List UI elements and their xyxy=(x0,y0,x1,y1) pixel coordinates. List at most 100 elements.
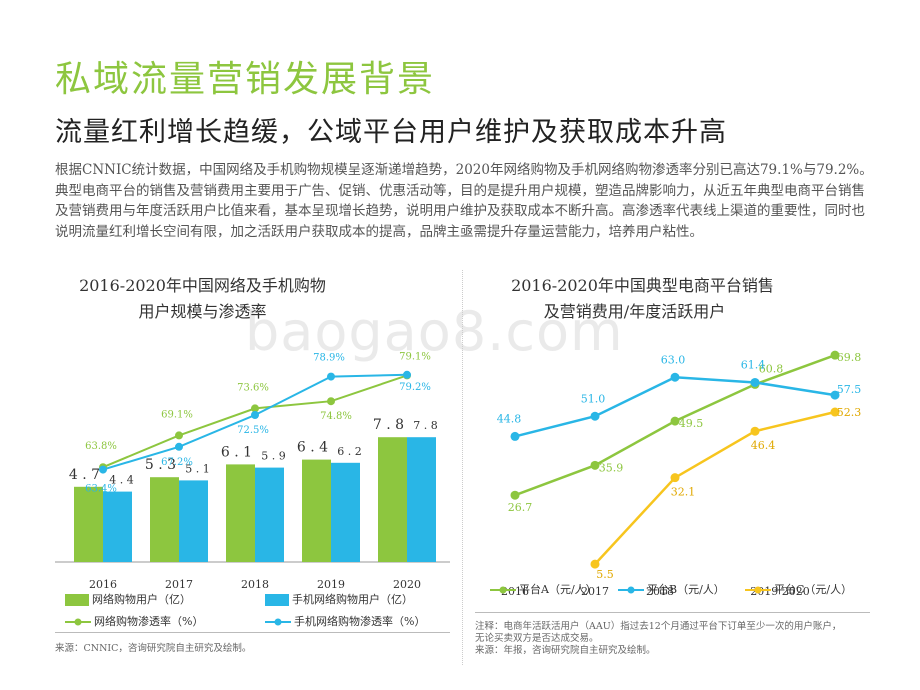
value-label-platform-c-2017: 5.5 xyxy=(596,568,614,581)
left-source: 来源：CNNIC，咨询研究院自主研究及绘制。 xyxy=(55,643,252,654)
point-platform-b-2019 xyxy=(750,377,760,387)
legend-item-platform-b: 平台B（元/人） xyxy=(618,581,725,597)
legend-item-platform-c: 平台C（元/人） xyxy=(745,581,852,597)
page-title: 私域流量营销发展背景 xyxy=(55,59,436,100)
bar-label-mobile-2017: 5 . 1 xyxy=(185,462,210,475)
rate-label-online-2019: 74.8% xyxy=(320,411,352,422)
legend-swatch-green xyxy=(65,594,89,606)
bar-mobile-2020 xyxy=(407,437,436,562)
left-chart-title-line1: 2016-2020年中国网络及手机购物 xyxy=(79,276,326,295)
bar-label-online-2020: 7 . 8 xyxy=(373,417,404,433)
right-chart-title-line2: 及营销费用/年度活跃用户 xyxy=(543,302,726,321)
panel-divider xyxy=(462,270,463,665)
bar-label-mobile-2020: 7 . 8 xyxy=(413,419,438,432)
x-tick-0: 2016 xyxy=(501,585,529,598)
point-platform-b-2018 xyxy=(670,372,680,382)
value-label-platform-b-2020: 57.5 xyxy=(837,383,862,396)
right-note-divider xyxy=(475,612,870,613)
value-label-platform-b-2018: 63.0 xyxy=(661,353,686,366)
x-tick-2017: 2017 xyxy=(165,578,193,591)
value-label-platform-c-2020: 52.3 xyxy=(837,406,862,419)
rate-label-mobile-2016: 63.4% xyxy=(85,484,117,495)
rate-label-online-2016: 63.8% xyxy=(85,441,117,452)
point-online-rate-2017 xyxy=(175,431,183,440)
legend-item-bar-blue: 手机网络购物用户（亿） xyxy=(265,591,413,607)
bar-online-2016 xyxy=(74,486,103,562)
value-label-platform-b-2016: 44.8 xyxy=(497,412,522,425)
bar-label-mobile-2016: 4 . 4 xyxy=(109,474,134,487)
x-tick-2: 2018 xyxy=(646,585,674,598)
value-label-platform-b-2019: 61.4 xyxy=(741,358,766,371)
point-platform-c-2018 xyxy=(670,473,680,483)
x-tick-2018: 2018 xyxy=(241,578,269,591)
bar-mobile-2018 xyxy=(255,467,284,562)
point-mobile-rate-2018 xyxy=(251,411,259,419)
bar-label-mobile-2019: 6 . 2 xyxy=(337,445,362,458)
page-subtitle: 流量红利增长趋缓，公域平台用户维护及获取成本升高 xyxy=(55,117,727,148)
legend-line-b-icon xyxy=(618,586,644,594)
right-chart-svg: 26.7 35.9 49.5 60.8 69.8 44.8 51.0 63.0 61.4 57.5… xyxy=(497,350,862,598)
point-online-rate-2019 xyxy=(327,397,335,406)
bar-mobile-2017 xyxy=(179,480,208,562)
bar-label-online-2017: 5 . 3 xyxy=(145,457,176,473)
point-mobile-rate-2016 xyxy=(99,465,107,474)
value-label-platform-a-2019: 60.8 xyxy=(759,362,784,375)
point-mobile-rate-2019 xyxy=(327,372,335,381)
body-paragraph: 根据CNNIC统计数据，中国网络及手机购物规模呈逐渐递增趋势，2020年网络购物… xyxy=(55,162,873,240)
bar-label-online-2016: 4 . 7 xyxy=(69,467,100,483)
legend-line-green-icon xyxy=(65,618,91,626)
legend-item-bar-green: 网络购物用户（亿） xyxy=(65,591,191,607)
right-chart-panel: 2016-2020年中国典型电商平台销售 及营销费用/年度活跃用户 26.7 35… xyxy=(475,270,870,665)
bar-label-online-2019: 6 . 4 xyxy=(297,440,328,456)
legend-swatch-blue xyxy=(265,594,289,606)
legend-item-line-blue: 手机网络购物渗透率（%） xyxy=(265,613,425,629)
point-mobile-rate-2020 xyxy=(403,370,411,379)
watermark: baogao8.com xyxy=(245,300,624,363)
point-platform-c-2017 xyxy=(590,559,600,569)
point-platform-b-2020 xyxy=(830,390,840,400)
point-platform-a-2020 xyxy=(830,350,840,360)
value-label-platform-b-2017: 51.0 xyxy=(581,392,606,405)
legend-item-platform-a: 平台A（元/人） xyxy=(490,581,597,597)
point-platform-c-2020 xyxy=(830,407,840,417)
point-platform-a-2016 xyxy=(510,490,520,500)
point-platform-a-2018 xyxy=(670,416,680,426)
bar-online-2018 xyxy=(226,464,255,562)
right-source: 来源：年报，咨询研究院自主研究及绘制。 xyxy=(475,645,656,656)
legend-item-line-green: 网络购物渗透率（%） xyxy=(65,613,203,629)
bar-mobile-2016 xyxy=(103,491,132,562)
value-label-platform-a-2016: 26.7 xyxy=(508,501,533,514)
rate-label-online-2020: 79.1% xyxy=(399,351,431,362)
legend-line-c-icon xyxy=(745,586,771,594)
x-tick-2020: 2020 xyxy=(393,578,421,591)
rate-label-mobile-2020: 79.2% xyxy=(399,382,431,393)
bar-online-2019 xyxy=(302,459,331,562)
x-tick-1: 2017 xyxy=(581,585,609,598)
x-tick-2016: 2016 xyxy=(89,578,117,591)
right-chart-title-line1: 2016-2020年中国典型电商平台销售 xyxy=(511,276,774,295)
bar-label-online-2018: 6 . 1 xyxy=(221,444,252,460)
left-source-divider xyxy=(55,632,450,633)
point-online-rate-2018 xyxy=(251,404,259,413)
bar-online-2017 xyxy=(150,477,179,562)
point-mobile-rate-2017 xyxy=(175,442,183,451)
line-platform-b xyxy=(514,375,836,438)
rate-label-online-2018: 73.6% xyxy=(237,382,269,393)
x-tick-3: 2019 2020 xyxy=(750,585,810,598)
value-label-platform-a-2017: 35.9 xyxy=(599,461,624,474)
x-tick-2019: 2019 xyxy=(317,578,345,591)
rate-label-mobile-2019: 78.9% xyxy=(313,353,345,364)
left-chart-panel: 2016-2020年中国网络及手机购物 用户规模与渗透率 4 . 7 4 . 4 2… xyxy=(55,270,450,660)
rate-label-online-2017: 69.1% xyxy=(161,409,193,420)
point-platform-c-2019 xyxy=(750,426,760,436)
value-label-platform-c-2019: 46.4 xyxy=(751,439,776,452)
bar-label-mobile-2018: 5 . 9 xyxy=(261,450,286,463)
right-note-line1: 注释：电商年活跃活用户（AAU）指过去12个月通过平台下订单至少一次的用户账户， xyxy=(475,621,842,632)
point-platform-a-2017 xyxy=(590,460,600,470)
left-chart-title-line2: 用户规模与渗透率 xyxy=(138,302,267,321)
point-platform-b-2016 xyxy=(510,431,520,441)
value-label-platform-c-2018: 32.1 xyxy=(671,486,696,499)
legend-line-a-icon xyxy=(490,586,516,594)
value-label-platform-a-2020: 69.8 xyxy=(837,351,862,364)
rate-label-mobile-2017: 67.2% xyxy=(161,457,193,468)
